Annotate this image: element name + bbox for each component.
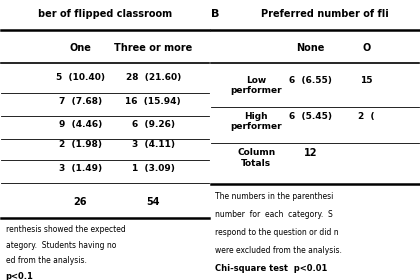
Text: 16  (15.94): 16 (15.94) bbox=[125, 97, 181, 106]
Text: 2  (: 2 ( bbox=[358, 112, 375, 121]
Text: renthesis showed the expected: renthesis showed the expected bbox=[5, 225, 125, 234]
Text: B: B bbox=[211, 9, 219, 19]
Text: 6  (5.45): 6 (5.45) bbox=[289, 112, 332, 121]
Text: ber of flipped classroom: ber of flipped classroom bbox=[38, 9, 172, 19]
Text: One: One bbox=[69, 43, 91, 53]
Text: 6  (9.26): 6 (9.26) bbox=[131, 120, 175, 129]
Text: 6  (6.55): 6 (6.55) bbox=[289, 76, 332, 85]
Text: 15: 15 bbox=[360, 76, 373, 85]
Text: Chi-square test  p<0.01: Chi-square test p<0.01 bbox=[215, 264, 327, 273]
Text: 26: 26 bbox=[74, 197, 87, 207]
Text: respond to the question or did n: respond to the question or did n bbox=[215, 228, 339, 237]
Text: O: O bbox=[362, 43, 371, 53]
Text: were excluded from the analysis.: were excluded from the analysis. bbox=[215, 246, 342, 255]
Text: Three or more: Three or more bbox=[114, 43, 192, 53]
Text: 3  (1.49): 3 (1.49) bbox=[59, 164, 102, 172]
Text: 5  (10.40): 5 (10.40) bbox=[56, 73, 105, 83]
Text: The numbers in the parenthesi: The numbers in the parenthesi bbox=[215, 192, 333, 201]
Text: 54: 54 bbox=[147, 197, 160, 207]
Text: 7  (7.68): 7 (7.68) bbox=[59, 97, 102, 106]
Text: None: None bbox=[296, 43, 325, 53]
Text: 1  (3.09): 1 (3.09) bbox=[132, 164, 175, 172]
Text: High
performer: High performer bbox=[231, 112, 282, 132]
Text: 12: 12 bbox=[304, 148, 317, 158]
Text: Column
Totals: Column Totals bbox=[237, 148, 276, 167]
Text: p<0.1: p<0.1 bbox=[5, 272, 34, 280]
Text: number  for  each  category.  S: number for each category. S bbox=[215, 210, 333, 219]
Text: 28  (21.60): 28 (21.60) bbox=[126, 73, 181, 83]
Text: Low
performer: Low performer bbox=[231, 76, 282, 95]
Text: 9  (4.46): 9 (4.46) bbox=[59, 120, 102, 129]
Text: ategory.  Students having no: ategory. Students having no bbox=[5, 241, 116, 250]
Text: 2  (1.98): 2 (1.98) bbox=[59, 140, 102, 150]
Text: Preferred number of fli: Preferred number of fli bbox=[261, 9, 389, 19]
Text: ed from the analysis.: ed from the analysis. bbox=[5, 256, 87, 265]
Text: 3  (4.11): 3 (4.11) bbox=[131, 140, 175, 150]
